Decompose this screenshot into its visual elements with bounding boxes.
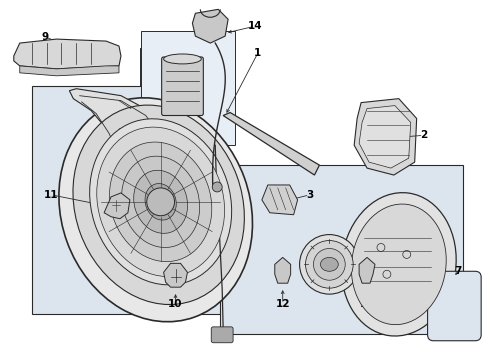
- Polygon shape: [262, 185, 297, 215]
- Ellipse shape: [145, 184, 176, 220]
- Text: 10: 10: [168, 299, 183, 309]
- Polygon shape: [104, 193, 130, 219]
- Ellipse shape: [299, 235, 359, 294]
- Bar: [32, 86, 225, 314]
- Polygon shape: [223, 113, 319, 175]
- Text: 2: 2: [420, 130, 427, 140]
- Polygon shape: [354, 99, 416, 175]
- Ellipse shape: [164, 54, 201, 64]
- Ellipse shape: [97, 127, 224, 276]
- Ellipse shape: [306, 240, 353, 288]
- Ellipse shape: [320, 257, 338, 271]
- FancyBboxPatch shape: [162, 57, 203, 116]
- Text: 9: 9: [42, 32, 49, 42]
- Ellipse shape: [90, 119, 232, 285]
- Ellipse shape: [147, 188, 174, 216]
- Polygon shape: [70, 89, 166, 178]
- Polygon shape: [193, 9, 228, 43]
- Bar: [141, 48, 182, 144]
- Text: 12: 12: [275, 299, 290, 309]
- Bar: [141, 31, 235, 145]
- Text: 7: 7: [455, 266, 462, 276]
- Polygon shape: [359, 257, 375, 283]
- Text: 1: 1: [254, 48, 262, 58]
- Text: 8: 8: [117, 129, 124, 138]
- Ellipse shape: [342, 193, 456, 336]
- Polygon shape: [14, 39, 121, 69]
- Text: 13: 13: [360, 299, 374, 309]
- Ellipse shape: [59, 98, 252, 322]
- FancyBboxPatch shape: [428, 271, 481, 341]
- Text: 11: 11: [44, 190, 59, 200]
- Ellipse shape: [351, 204, 446, 325]
- Text: 5: 5: [331, 252, 338, 262]
- Text: 14: 14: [247, 21, 262, 31]
- Circle shape: [212, 182, 222, 192]
- Ellipse shape: [134, 170, 188, 233]
- Bar: [220, 165, 464, 334]
- Ellipse shape: [314, 248, 345, 280]
- Text: 3: 3: [306, 190, 313, 200]
- Text: 6: 6: [405, 220, 413, 230]
- Ellipse shape: [110, 142, 212, 262]
- FancyBboxPatch shape: [211, 327, 233, 343]
- Ellipse shape: [73, 105, 245, 305]
- Polygon shape: [275, 257, 291, 283]
- Polygon shape: [20, 66, 119, 76]
- Polygon shape: [359, 105, 411, 168]
- Text: 4: 4: [177, 76, 184, 86]
- Ellipse shape: [122, 156, 200, 248]
- Polygon shape: [164, 264, 188, 287]
